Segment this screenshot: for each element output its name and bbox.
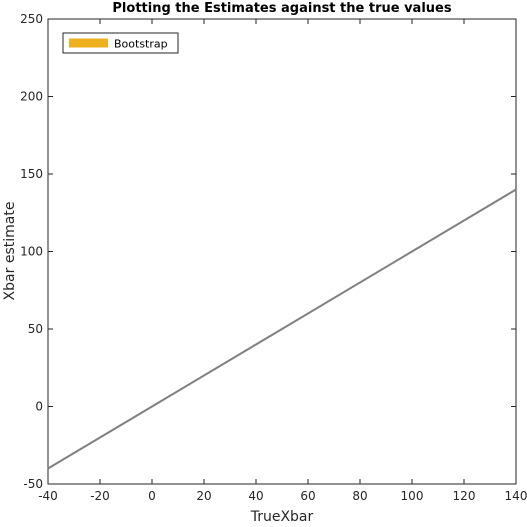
y-tick-label: 50 bbox=[28, 322, 43, 336]
x-tick-label: 100 bbox=[401, 489, 424, 503]
x-tick-label: 80 bbox=[352, 489, 367, 503]
x-tick-label: -40 bbox=[38, 489, 58, 503]
legend: Bootstrap bbox=[62, 32, 179, 54]
legend-label-bootstrap: Bootstrap bbox=[114, 38, 168, 51]
x-tick-label: 140 bbox=[505, 489, 527, 503]
y-tick-label: 200 bbox=[20, 90, 43, 104]
x-tick-label: 40 bbox=[248, 489, 263, 503]
series-line bbox=[47, 188, 517, 470]
plot-area bbox=[47, 18, 517, 485]
y-tick-label: -50 bbox=[23, 477, 43, 491]
x-tick-label: 120 bbox=[453, 489, 476, 503]
x-tick-label: 60 bbox=[300, 489, 315, 503]
y-tick-label: 0 bbox=[35, 400, 43, 414]
x-tick-label: 20 bbox=[196, 489, 211, 503]
y-axis-label: Xbar estimate bbox=[2, 202, 18, 301]
ticks-layer: -40 -20 0 20 40 60 80 100 120 140 -50 0 50 100 150 200 2… bbox=[20, 12, 527, 503]
legend-box bbox=[62, 32, 179, 54]
x-tick-label: 0 bbox=[148, 489, 156, 503]
x-axis-label: TrueXbar bbox=[250, 509, 314, 523]
y-tick-label: 100 bbox=[20, 245, 43, 259]
series-layer bbox=[47, 188, 517, 470]
y-tick-label: 250 bbox=[20, 12, 43, 26]
legend-swatch-bootstrap bbox=[69, 38, 108, 48]
chart-title: Plotting the Estimates against the true … bbox=[112, 1, 451, 16]
x-tick-label: -20 bbox=[90, 489, 110, 503]
y-tick-label: 150 bbox=[20, 167, 43, 181]
